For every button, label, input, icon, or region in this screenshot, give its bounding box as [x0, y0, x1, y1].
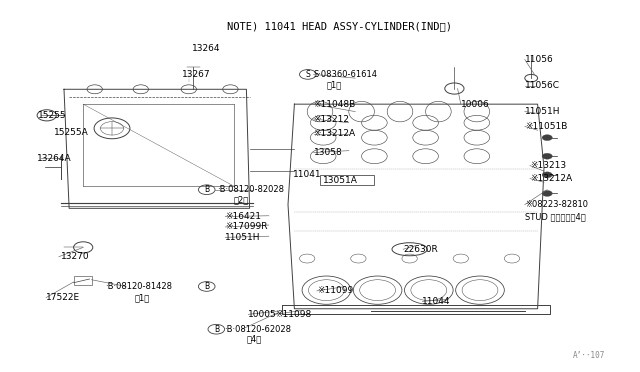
Bar — [320, 175, 374, 185]
Text: ※11051B: ※11051B — [525, 122, 567, 131]
Text: ※08223-82810: ※08223-82810 — [525, 200, 588, 209]
Text: （1）: （1） — [134, 293, 150, 302]
Text: NOTE) 11041 HEAD ASSY-CYLINDER(IND※): NOTE) 11041 HEAD ASSY-CYLINDER(IND※) — [227, 21, 452, 31]
Circle shape — [198, 185, 215, 195]
Text: ※11099: ※11099 — [317, 286, 353, 295]
Text: 11056C: 11056C — [525, 81, 560, 90]
Text: 11041: 11041 — [293, 170, 322, 179]
Text: ※13212: ※13212 — [314, 115, 349, 124]
Text: ※13212A: ※13212A — [314, 129, 356, 138]
Text: ※11048B: ※11048B — [314, 100, 356, 109]
Text: STUD スタッド（4）: STUD スタッド（4） — [525, 212, 586, 221]
Text: 13058: 13058 — [314, 148, 342, 157]
Circle shape — [542, 190, 552, 196]
Text: B: B — [204, 185, 209, 194]
Text: 15255A: 15255A — [54, 128, 89, 137]
Text: 13267: 13267 — [182, 70, 211, 79]
Text: ※16421: ※16421 — [225, 212, 261, 221]
Text: S: S — [305, 70, 310, 79]
Text: ※13213: ※13213 — [530, 161, 566, 170]
Text: ※11098: ※11098 — [275, 310, 312, 319]
Text: （1）: （1） — [326, 80, 342, 89]
Circle shape — [542, 135, 552, 141]
Text: 13264: 13264 — [192, 44, 221, 53]
Circle shape — [198, 282, 215, 291]
Text: 15255: 15255 — [38, 111, 67, 120]
Text: 11044: 11044 — [422, 297, 451, 306]
Text: 17522E: 17522E — [46, 293, 80, 302]
Text: B: B — [214, 325, 219, 334]
Circle shape — [542, 172, 552, 178]
Circle shape — [542, 153, 552, 159]
Text: 11051H: 11051H — [525, 107, 560, 116]
Text: （2）: （2） — [234, 195, 249, 204]
Text: 13051A: 13051A — [323, 176, 358, 185]
Text: 10006: 10006 — [461, 100, 490, 109]
Text: B: B — [204, 282, 209, 291]
Text: 13270: 13270 — [61, 252, 90, 261]
Text: （4）: （4） — [246, 335, 262, 344]
Text: ·B·08120-82028: ·B·08120-82028 — [218, 185, 285, 194]
Text: 13264A: 13264A — [37, 154, 72, 163]
Text: 10005: 10005 — [248, 310, 277, 319]
Text: 11056: 11056 — [525, 55, 554, 64]
Circle shape — [300, 70, 316, 79]
Text: ·B·08120-62028: ·B·08120-62028 — [224, 325, 291, 334]
Text: ※17099R: ※17099R — [225, 222, 268, 231]
Text: 11051H: 11051H — [225, 233, 260, 242]
Text: 22630R: 22630R — [403, 245, 438, 254]
Text: A’··107: A’··107 — [572, 351, 605, 360]
Text: ※13212A: ※13212A — [530, 174, 572, 183]
Text: S·08360-61614: S·08360-61614 — [314, 70, 378, 79]
Text: ·B·08120-81428: ·B·08120-81428 — [106, 282, 173, 291]
Circle shape — [208, 324, 225, 334]
Bar — [74, 276, 92, 285]
